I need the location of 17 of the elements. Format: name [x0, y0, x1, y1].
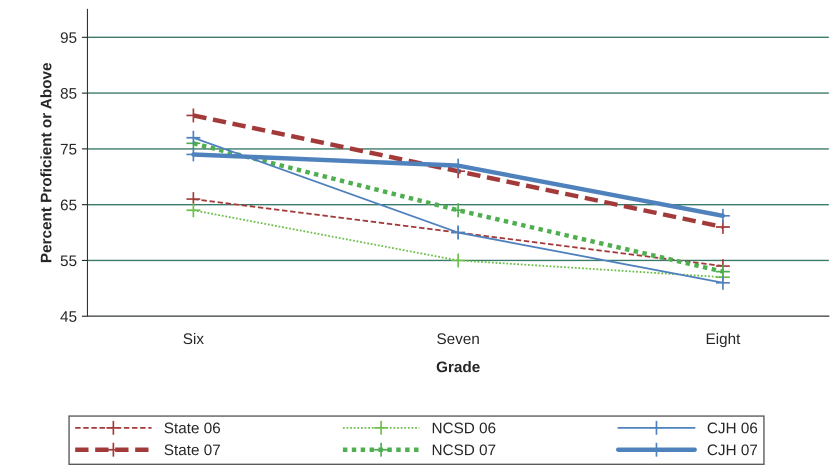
legend-label: CJH 06 [708, 422, 758, 434]
y-tick-label: 95 [60, 32, 76, 44]
y-tick-label: 45 [60, 311, 76, 322]
x-axis-title: Grade [436, 361, 480, 372]
x-tick-label: Seven [437, 333, 479, 344]
x-tick-label: Eight [706, 332, 740, 348]
y-tick-label: 55 [60, 255, 76, 266]
legend-label: State 06 [164, 422, 220, 434]
x-tick-label: Six [183, 332, 204, 344]
legend-label: State 07 [164, 444, 220, 456]
legend-label: NCSD 07 [432, 444, 496, 456]
y-tick-label: 75 [60, 144, 76, 155]
legend-label: NCSD 06 [432, 422, 496, 434]
y-axis-title: Percent Proficient or Above [40, 63, 52, 262]
legend-label: CJH 07 [708, 444, 758, 456]
y-tick-label: 85 [60, 88, 76, 99]
y-tick-label: 65 [60, 200, 76, 210]
